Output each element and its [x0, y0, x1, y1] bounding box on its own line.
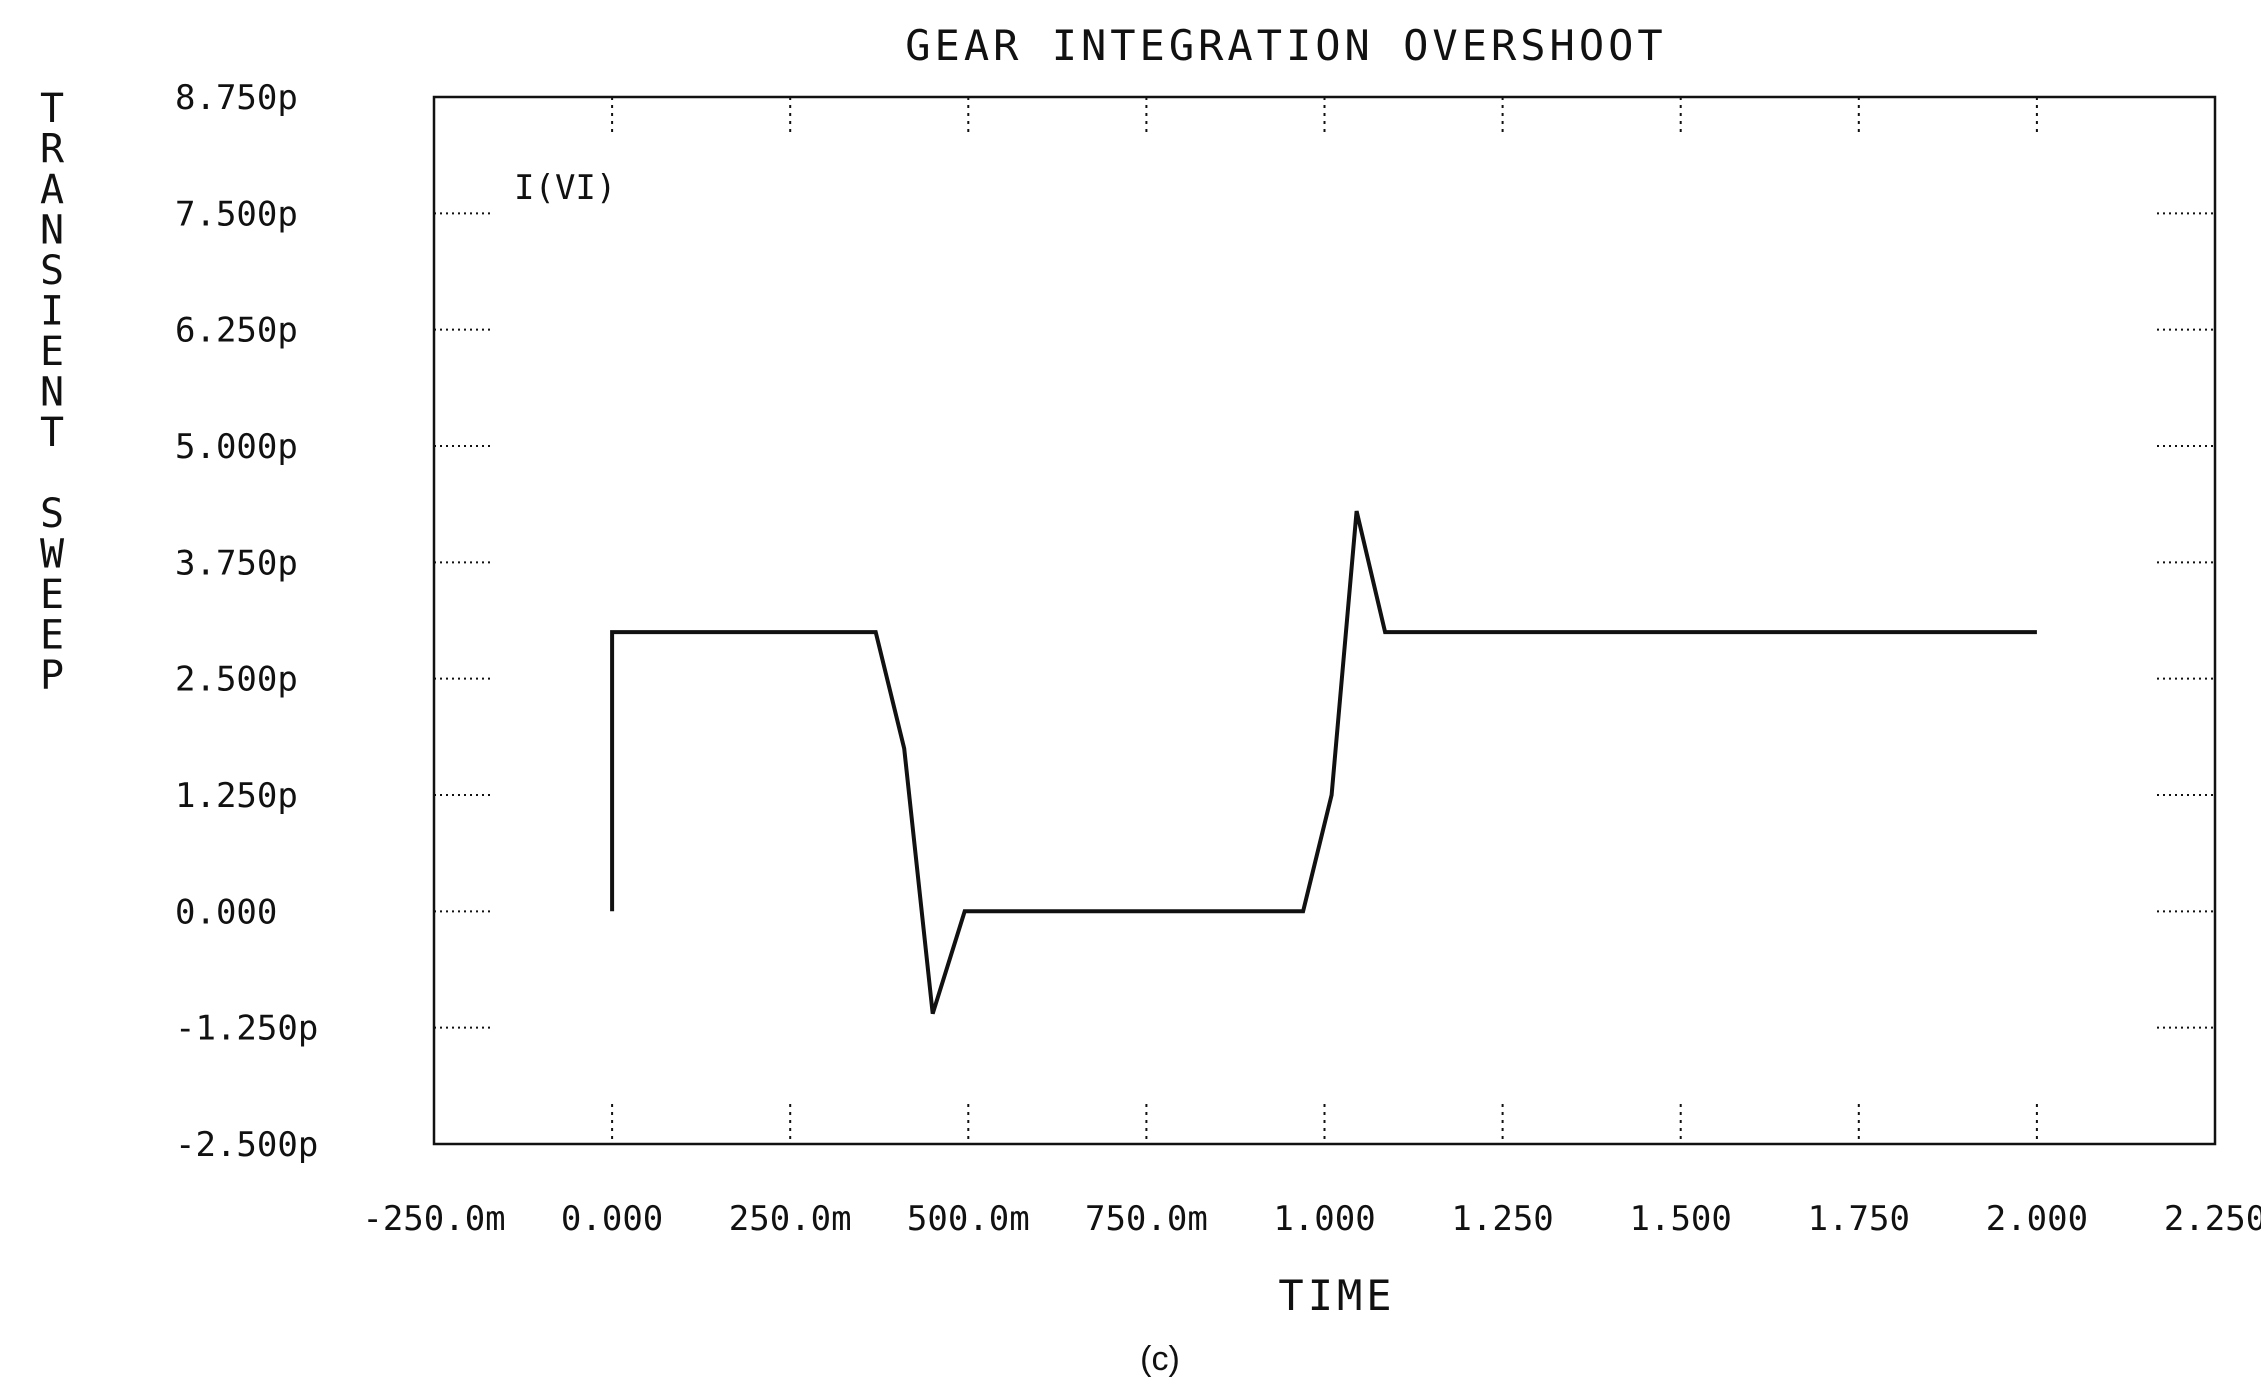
y-axis-label-letter: P: [40, 653, 64, 699]
x-tick-label: 2.250: [2164, 1199, 2261, 1239]
y-axis-label-letter: I: [40, 289, 64, 335]
y-axis-label-letter: N: [40, 370, 64, 416]
y-tick-label: 0.000: [175, 892, 277, 932]
y-tick-label: 5.000p: [175, 427, 298, 467]
x-tick-label: 2.000: [1986, 1199, 2088, 1239]
figure-caption: (c): [1140, 1340, 1180, 1378]
y-tick-label: 3.750p: [175, 543, 298, 583]
y-tick-label: 1.250p: [175, 776, 298, 816]
x-tick-label: 500.0m: [907, 1199, 1030, 1239]
x-axis-ticks: -250.0m 0.000 250.0m 500.0m 750.0m 1.000 1.250…: [362, 1199, 2261, 1239]
x-tick-label: 250.0m: [729, 1199, 852, 1239]
y-tick-label: 2.500p: [175, 660, 298, 700]
x-tick-label: 1.000: [1273, 1199, 1375, 1239]
x-tick-label: 1.750: [1808, 1199, 1910, 1239]
y-tick-label: 6.250p: [175, 311, 298, 351]
x-axis-label: TIME: [1278, 1271, 1395, 1320]
x-tick-label: -250.0m: [362, 1199, 505, 1239]
series-line: [610, 510, 2037, 1015]
series-legend-label: I(VI): [514, 168, 616, 208]
y-axis-label-letter: N: [40, 208, 64, 254]
y-axis-label-letter: S: [40, 491, 64, 537]
y-axis-label-letter: E: [40, 613, 64, 659]
y-tick-label: 8.750p: [175, 78, 298, 118]
y-axis-label-letter: T: [40, 410, 64, 456]
y-axis-ticks: 8.750p 7.500p 6.250p 5.000p 3.750p 2.500p 1.25…: [175, 78, 318, 1165]
plot-frame: [432, 95, 2217, 1146]
y-tick-label: -1.250p: [175, 1009, 318, 1049]
y-axis-label-letter: A: [40, 167, 64, 213]
y-axis-label-letter: W: [40, 532, 65, 578]
series-layer: [610, 510, 2037, 1015]
x-tick-label: 1.250: [1451, 1199, 1553, 1239]
y-axis-label-letter: R: [40, 127, 65, 173]
y-axis-label-letter: E: [40, 329, 64, 375]
y-axis-label-letter: T: [40, 86, 64, 132]
chart-title: GEAR INTEGRATION OVERSHOOT: [905, 21, 1666, 70]
grid-marks: [434, 97, 2215, 1144]
y-tick-label: 7.500p: [175, 194, 298, 234]
y-tick-label: -2.500p: [175, 1125, 318, 1165]
x-tick-label: 0.000: [561, 1199, 663, 1239]
x-tick-label: 1.500: [1630, 1199, 1732, 1239]
y-axis-label-letter: E: [40, 572, 64, 618]
x-tick-label: 750.0m: [1085, 1199, 1208, 1239]
y-axis-label-letter: S: [40, 248, 64, 294]
